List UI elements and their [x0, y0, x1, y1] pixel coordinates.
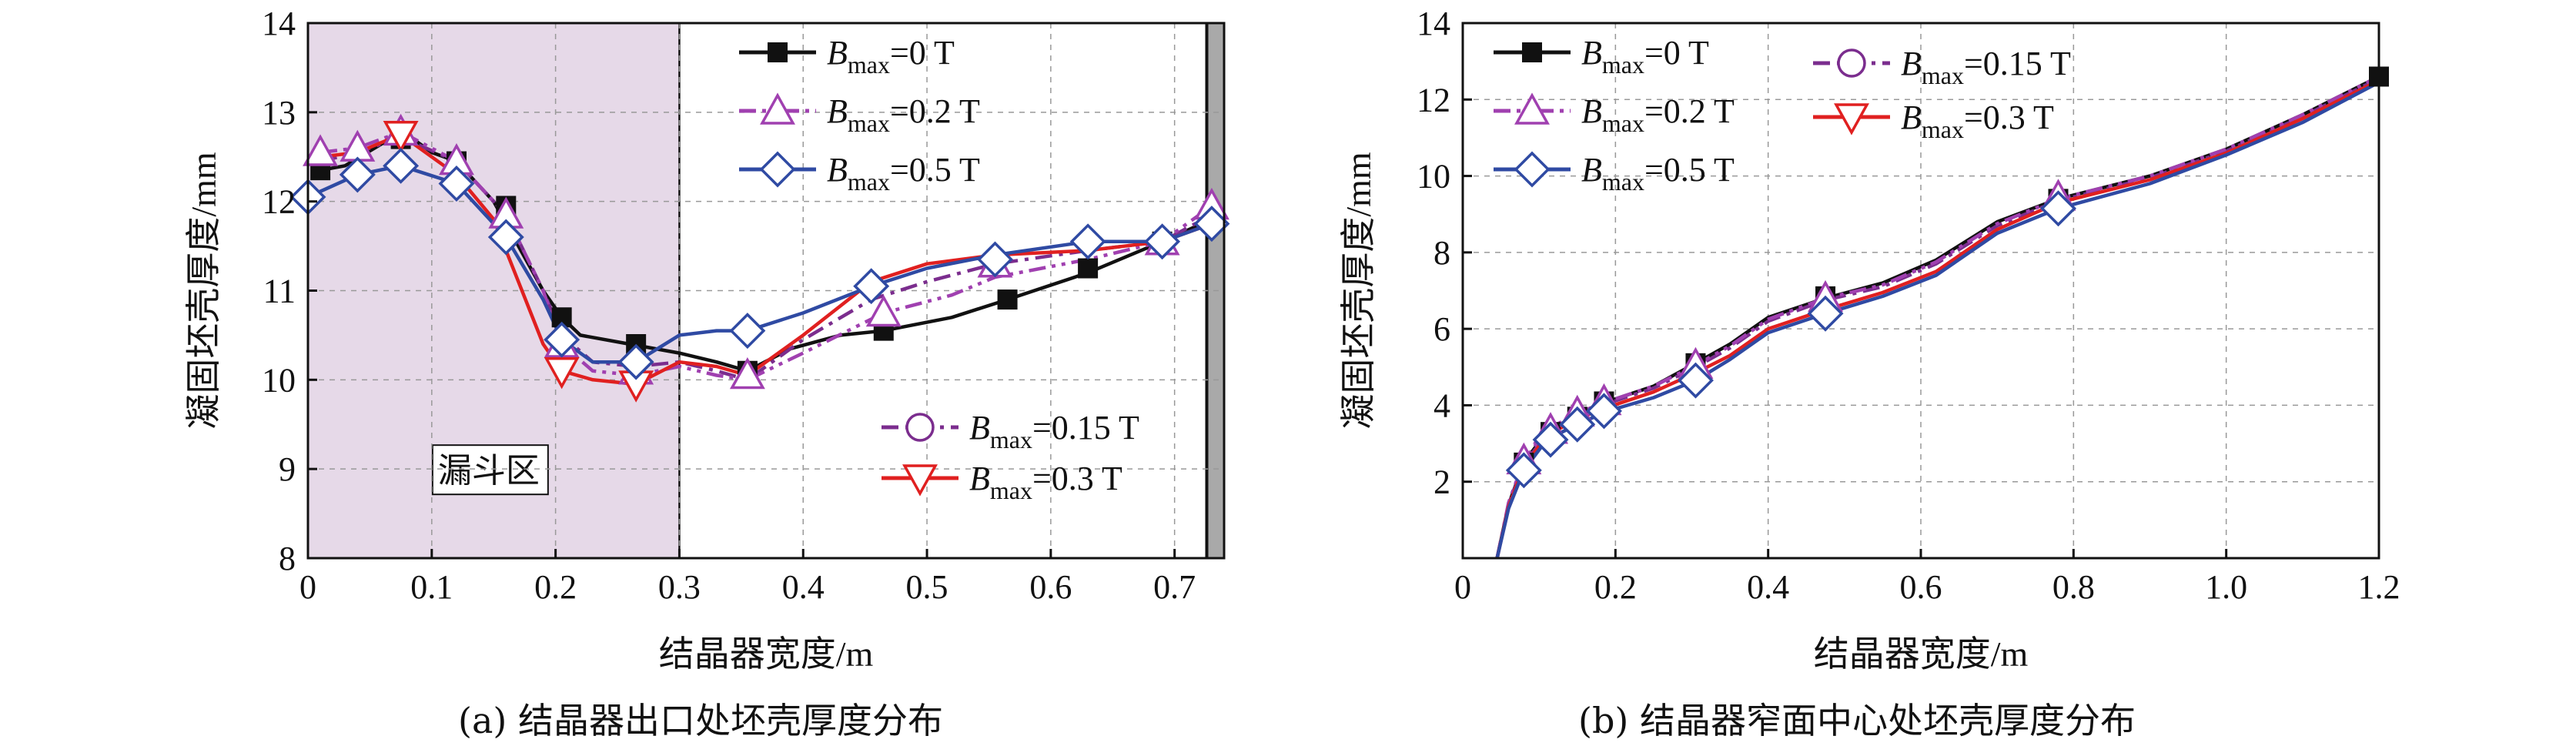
- data-marker-panel-a-series-0: [1078, 258, 1099, 279]
- data-marker-panel-a-series-4: [1144, 223, 1181, 260]
- x-tick-label: 0: [299, 568, 316, 606]
- legend-top-right: Bmax=0 T Bmax=0.2 T Bmax=0.5 T: [739, 34, 980, 196]
- legend-marker-panel-b-series-1: [1837, 49, 1866, 78]
- y-tick-label: 12: [1417, 81, 1450, 119]
- series-line-panel-b-series-0: [1495, 75, 2379, 558]
- legend-top-center: Bmax=0.15 T Bmax=0.3 T: [1813, 45, 2071, 143]
- data-marker-panel-b-series-4: [1677, 362, 1714, 399]
- legend-label-panel-b-series-3: Bmax=0.3 T: [1901, 99, 2054, 143]
- x-tick-label: 0.4: [782, 568, 825, 606]
- legend-label-panel-a-series-3: Bmax=0.3 T: [969, 460, 1122, 504]
- caption-a: (a) 结晶器出口处坯壳厚度分布: [458, 700, 943, 741]
- y-tick-label: 8: [279, 540, 296, 577]
- x-tick-label: 0.2: [1594, 568, 1637, 606]
- data-marker-panel-a-series-2: [303, 134, 339, 166]
- data-marker-panel-b-series-4: [1807, 295, 1844, 332]
- data-marker-panel-b-series-4: [1585, 393, 1622, 430]
- legend-marker-panel-a-series-2: [760, 92, 795, 125]
- data-marker-panel-a-series-4: [438, 166, 475, 202]
- legend-marker-panel-a-series-0: [768, 42, 788, 62]
- y-tick-label: 10: [262, 361, 296, 399]
- legend-label-panel-a-series-1: Bmax=0.15 T: [969, 409, 1139, 453]
- legend-marker-panel-a-series-1: [905, 413, 935, 442]
- x-tick-label: 0.5: [906, 568, 948, 606]
- x-tick-label: 0.7: [1153, 568, 1196, 606]
- x-tick-label: 0.8: [2052, 568, 2095, 606]
- data-marker-panel-a-series-4: [544, 321, 580, 358]
- legend-label-panel-a-series-0: Bmax=0 T: [827, 34, 955, 79]
- legend-marker-panel-b-series-0: [1522, 42, 1542, 62]
- y-tick-label: 4: [1434, 386, 1450, 424]
- legend-label-panel-b-series-2: Bmax=0.2 T: [1581, 92, 1735, 137]
- y-tick-label: 10: [1417, 158, 1450, 196]
- legend-marker-panel-b-series-2: [1514, 92, 1550, 125]
- y-tick-label: 8: [1434, 234, 1450, 272]
- y-axis-title: 凝固坯壳厚度/mm: [184, 152, 223, 430]
- data-marker-panel-b-series-4: [1532, 421, 1569, 458]
- y-tick-label: 12: [262, 183, 296, 221]
- series-line-panel-b-series-3: [1495, 79, 2379, 558]
- legend-label-panel-b-series-1: Bmax=0.15 T: [1901, 45, 2071, 89]
- data-marker-panel-a-series-4: [617, 343, 654, 380]
- x-axis-title: 结晶器宽度/m: [659, 634, 874, 674]
- y-tick-label: 11: [263, 273, 296, 310]
- y-tick-label: 6: [1434, 310, 1450, 348]
- x-tick-label: 0.3: [658, 568, 701, 606]
- data-marker-panel-a-series-3: [383, 121, 419, 153]
- legend-marker-panel-b-series-4: [1514, 151, 1551, 188]
- legend-marker-panel-a-series-4: [759, 151, 796, 188]
- data-marker-panel-a-series-4: [487, 219, 524, 256]
- legend-label-panel-b-series-0: Bmax=0 T: [1581, 34, 1709, 79]
- y-tick-label: 14: [262, 5, 296, 42]
- chart-panel-a: 漏斗区 0 0.1 0.2 0.3 0.4 0.5 0.6 0.7 8 9 10 11 12 13 14 结晶器…: [184, 5, 1230, 674]
- data-marker-panel-a-series-2: [865, 294, 902, 327]
- x-tick-label: 1.2: [2358, 568, 2400, 606]
- funnel-region-label-box: [431, 444, 549, 496]
- data-marker-panel-a-series-2: [729, 356, 765, 390]
- series-line-panel-b-series-4: [1495, 80, 2379, 558]
- data-marker-panel-a-series-4: [853, 268, 890, 305]
- x-tick-label: 0.1: [410, 568, 453, 606]
- data-marker-panel-a-series-4: [977, 241, 1013, 278]
- x-tick-label: 0: [1454, 568, 1471, 606]
- series-line-panel-b-series-2: [1495, 75, 2379, 558]
- x-tick-label: 0.2: [534, 568, 577, 606]
- legend-bottom-right: Bmax=0.15 T Bmax=0.3 T: [882, 409, 1139, 504]
- data-marker-panel-b-series-4: [2040, 190, 2076, 227]
- legend-label-panel-a-series-2: Bmax=0.2 T: [827, 92, 980, 137]
- data-marker-panel-a-series-4: [1193, 206, 1230, 243]
- legend-marker-panel-a-series-3: [902, 464, 938, 497]
- y-tick-label: 2: [1434, 463, 1450, 501]
- series-line-panel-b-series-1: [1495, 76, 2379, 558]
- y-tick-label: 13: [262, 94, 296, 132]
- x-axis-title: 结晶器宽度/m: [1814, 634, 2029, 674]
- x-tick-label: 0.6: [1900, 568, 1942, 606]
- data-marker-panel-a-series-4: [339, 156, 376, 193]
- series-group: [1495, 75, 2379, 558]
- y-axis-title: 凝固坯壳厚度/mm: [1339, 152, 1378, 430]
- data-marker-panel-b-series-4: [1559, 406, 1596, 443]
- funnel-region-label: 漏斗区: [438, 452, 540, 490]
- legend-marker-panel-b-series-3: [1834, 103, 1869, 135]
- data-marker-panel-a-series-3: [544, 357, 580, 390]
- data-marker-panel-a-series-0: [997, 289, 1018, 310]
- data-marker-panel-a-series-4: [729, 313, 766, 350]
- x-tick-label: 0.6: [1029, 568, 1072, 606]
- data-marker-panel-b-series-4: [1505, 452, 1542, 489]
- data-marker-panel-a-series-4: [383, 147, 420, 184]
- y-tick-label: 14: [1417, 5, 1450, 42]
- y-tick-label: 9: [279, 450, 296, 488]
- legend-top-left: Bmax=0 T Bmax=0.2 T Bmax=0.5 T: [1494, 34, 1735, 196]
- legend-label-panel-a-series-4: Bmax=0.5 T: [827, 151, 980, 196]
- x-tick-label: 0.4: [1747, 568, 1789, 606]
- data-marker-panel-a-series-4: [1069, 223, 1106, 260]
- chart-panel-b: 0 0.2 0.4 0.6 0.8 1.0 1.2 2 4 6 8 10 12 14 结晶器宽度/m 凝固坯壳…: [1339, 5, 2400, 674]
- x-tick-label: 1.0: [2205, 568, 2247, 606]
- legend-label-panel-b-series-4: Bmax=0.5 T: [1581, 151, 1735, 196]
- caption-b: (b) 结晶器窄面中心处坯壳厚度分布: [1578, 700, 2136, 741]
